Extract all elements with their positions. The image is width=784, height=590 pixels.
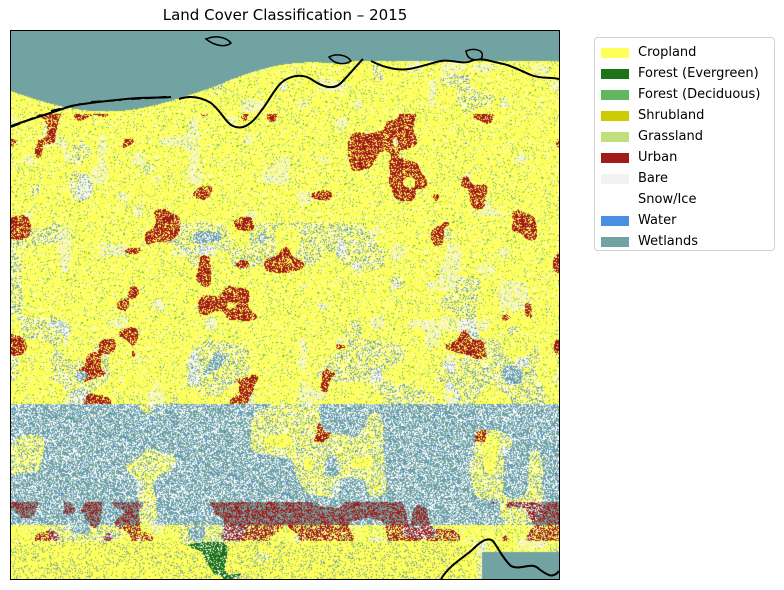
legend-swatch xyxy=(601,194,629,205)
legend-swatch xyxy=(601,236,629,247)
coastline-overlay xyxy=(11,36,559,579)
legend-swatch xyxy=(601,173,629,184)
legend-item: Urban xyxy=(601,147,768,168)
legend-swatch xyxy=(601,152,629,163)
legend-swatch xyxy=(601,68,629,79)
legend-item: Snow/Ice xyxy=(601,189,768,210)
legend-label: Water xyxy=(638,213,677,228)
map-panel[interactable] xyxy=(10,30,560,580)
legend: Cropland Forest (Evergreen) Forest (Decidu… xyxy=(594,37,775,251)
legend-label: Forest (Evergreen) xyxy=(638,66,759,81)
legend-item: Cropland xyxy=(601,42,768,63)
legend-label: Forest (Deciduous) xyxy=(638,87,761,102)
legend-label: Grassland xyxy=(638,129,703,144)
map-title: Land Cover Classification – 2015 xyxy=(162,6,408,24)
legend-swatch xyxy=(601,110,629,121)
legend-label: Snow/Ice xyxy=(638,192,697,207)
legend-label: Urban xyxy=(638,150,678,165)
legend-label: Wetlands xyxy=(638,234,699,249)
legend-item: Bare xyxy=(601,168,768,189)
island-1 xyxy=(204,36,233,47)
legend-item: Wetlands xyxy=(601,231,768,252)
legend-label: Cropland xyxy=(638,45,697,60)
legend-swatch xyxy=(601,215,629,226)
island-3 xyxy=(465,48,483,61)
coastline-dashed xyxy=(11,96,167,128)
legend-item: Forest (Evergreen) xyxy=(601,63,768,84)
coastline-south xyxy=(440,538,559,579)
legend-swatch xyxy=(601,47,629,58)
legend-item: Shrubland xyxy=(601,105,768,126)
legend-swatch xyxy=(601,131,629,142)
island-2 xyxy=(327,54,353,65)
legend-label: Shrubland xyxy=(638,108,705,123)
legend-label: Bare xyxy=(638,171,668,186)
legend-swatch xyxy=(601,89,629,100)
legend-item: Forest (Deciduous) xyxy=(601,84,768,105)
legend-item: Water xyxy=(601,210,768,231)
legend-item: Grassland xyxy=(601,126,768,147)
coastline-north xyxy=(11,58,559,129)
land-cover-raster xyxy=(11,31,559,579)
